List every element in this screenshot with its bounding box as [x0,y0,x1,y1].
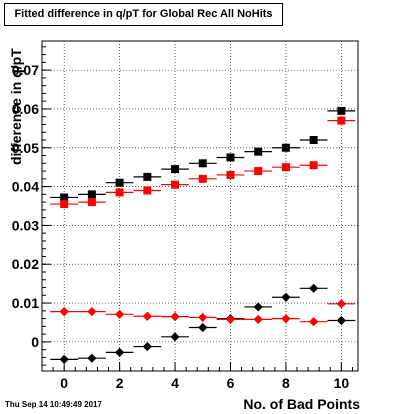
data-point-square [115,188,124,197]
data-point-diamond [115,347,125,357]
data-point-square [281,143,290,152]
data-point-square [87,190,96,199]
x-tick-label: 4 [171,375,179,391]
data-point-square [226,153,235,162]
data-point-diamond [336,299,346,309]
y-tick-label: 0.01 [12,295,39,311]
data-point-diamond [87,307,97,317]
y-tick-label: 0.03 [12,217,39,233]
y-tick-label: 0.06 [12,101,39,117]
data-point-diamond [142,311,152,321]
data-point-square [309,161,318,170]
data-point-diamond [198,322,208,333]
data-point-diamond [142,341,152,352]
data-point-square [171,165,180,174]
data-point-square [309,136,318,144]
y-tick-label: 0.05 [12,140,39,156]
y-tick-label: 0 [31,334,39,350]
data-point-square [87,198,96,207]
data-point-diamond [59,307,69,317]
y-tick-label: 0.04 [12,179,39,195]
y-tick-label: 0.07 [12,62,39,78]
y-tick-label: 0.02 [12,256,39,272]
data-point-square [143,186,152,195]
data-point-square [337,116,346,125]
data-point-square [115,178,124,187]
data-point-square [337,106,346,115]
data-point-diamond [309,317,319,327]
data-point-square [254,147,263,156]
data-point-square [60,200,69,209]
data-point-square [198,174,207,183]
x-tick-label: 8 [282,375,290,391]
data-point-diamond [309,283,319,293]
x-tick-label: 0 [60,375,68,391]
y-axis-label: difference in q/pT [8,48,24,165]
x-tick-label: 10 [334,375,350,391]
data-point-diamond [225,314,236,324]
data-point-square [281,163,290,172]
data-layer [50,106,356,364]
timestamp: Thu Sep 14 10:49:49 2017 [5,400,102,409]
data-point-square [171,180,180,189]
data-point-diamond [170,332,180,342]
x-axis-label: No. of Bad Points [243,396,360,412]
data-point-diamond [281,292,291,302]
axis-layer: 0 2 4 6 8 10 0 0.01 0.02 0.03 0.04 0.05 0.06 0.07 [12,46,353,391]
data-point-diamond [253,314,263,324]
data-point-square [226,170,235,179]
data-point-square [198,159,207,168]
data-point-square [143,172,152,181]
data-point-square [254,167,263,176]
data-point-diamond [336,315,346,326]
data-point-diamond [170,312,180,322]
chart-title: Fitted difference in q/pT for Global Rec… [4,3,283,26]
data-point-diamond [198,312,208,323]
x-tick-label: 2 [116,375,124,391]
data-point-diamond [115,309,125,319]
data-point-diamond [253,302,263,312]
x-tick-label: 6 [227,375,235,391]
data-point-diamond [59,354,69,364]
data-point-square [60,193,69,202]
data-point-diamond [87,353,97,363]
data-point-diamond [281,313,291,324]
